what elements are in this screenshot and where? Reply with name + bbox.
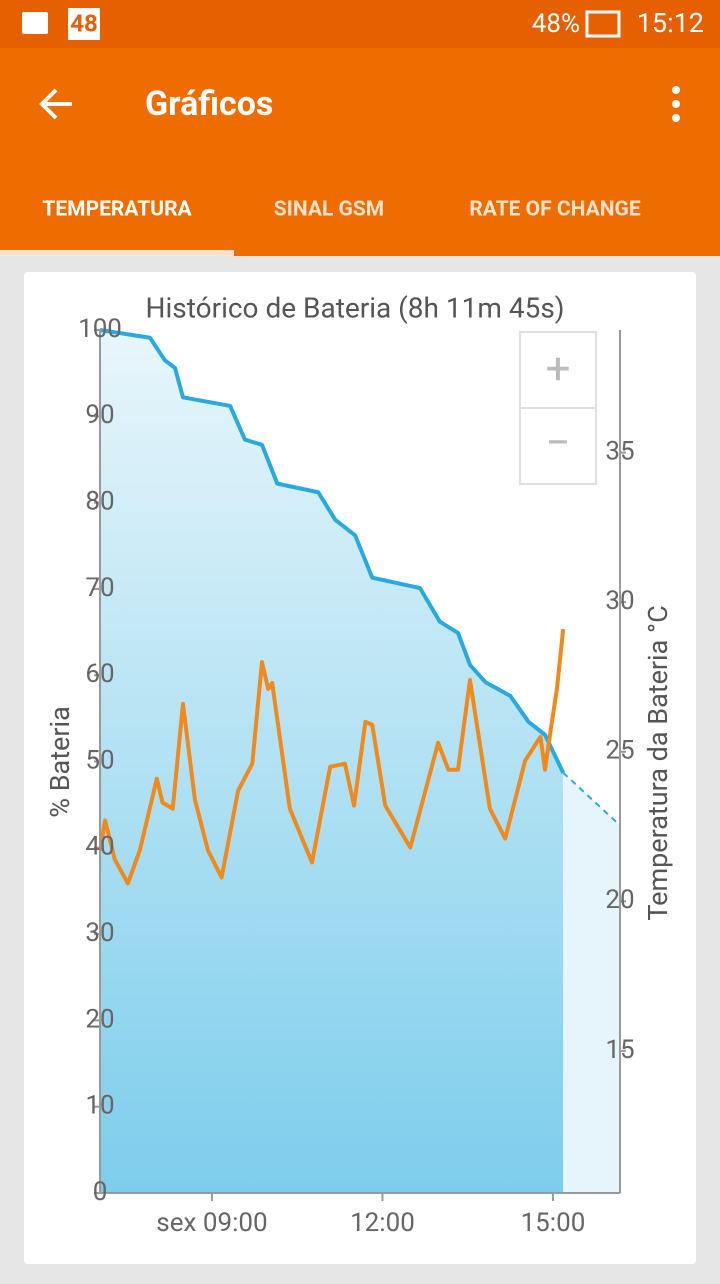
x-tick-label: 15:00	[521, 1208, 586, 1238]
y-tick-label: 100	[78, 314, 122, 344]
badge-bg	[68, 8, 100, 40]
y-tick-label: 50	[85, 745, 114, 775]
x-tick-label: 12:00	[350, 1208, 415, 1238]
gallery-icon	[22, 12, 48, 34]
tab[interactable]: TEMPERATURA	[42, 198, 192, 222]
y2-tick-label: 15	[605, 1035, 634, 1065]
y2-tick-label: 30	[605, 586, 634, 616]
battery-text: 48%	[532, 9, 580, 39]
y-tick-label: 40	[85, 832, 114, 862]
y-tick-label: 10	[85, 1091, 114, 1121]
y-tick-label: 70	[85, 573, 114, 603]
area	[563, 772, 620, 1193]
badge: 48	[70, 9, 98, 37]
back-button[interactable]	[39, 88, 72, 120]
y2-tick-label: 35	[605, 437, 634, 467]
y-axis-label: % Bateria	[44, 706, 76, 818]
zoom-out[interactable]: −	[545, 417, 570, 469]
y-tick-label: 60	[85, 659, 114, 689]
clock: 15:12	[637, 7, 704, 39]
series-line	[562, 771, 621, 827]
series-line	[98, 628, 566, 886]
y-tick-label: 30	[85, 918, 114, 948]
zoom-in[interactable]: +	[546, 343, 571, 395]
area	[100, 330, 564, 1193]
menu-button[interactable]	[672, 86, 680, 122]
app-title: Gráficos	[145, 84, 273, 124]
y-tick-label: 90	[85, 400, 114, 430]
series-line	[99, 328, 565, 774]
y2-tick-label: 25	[605, 736, 634, 766]
y-tick-label: 0	[93, 1177, 108, 1207]
tab[interactable]: SINAL GSM	[274, 198, 384, 222]
x-tick-label: sex 09:00	[156, 1208, 267, 1238]
tab[interactable]: RATE OF CHANGE	[469, 198, 641, 222]
chart-title: Histórico de Bateria (8h 11m 45s)	[145, 291, 564, 324]
y-tick-label: 20	[85, 1004, 114, 1034]
y2-tick-label: 20	[605, 885, 634, 915]
status-bar	[0, 0, 720, 48]
plot: 0 10 20 30 40 50 60 70 80 90 100 15 20 25 30 35 sex 09:0…	[78, 314, 635, 1238]
battery-icon	[585, 10, 621, 38]
y-tick-label: 80	[85, 486, 114, 516]
tab-indicator	[0, 250, 234, 256]
app-bar	[0, 48, 720, 256]
y2-axis-label: Temperatura da Bateria °C	[642, 605, 674, 920]
